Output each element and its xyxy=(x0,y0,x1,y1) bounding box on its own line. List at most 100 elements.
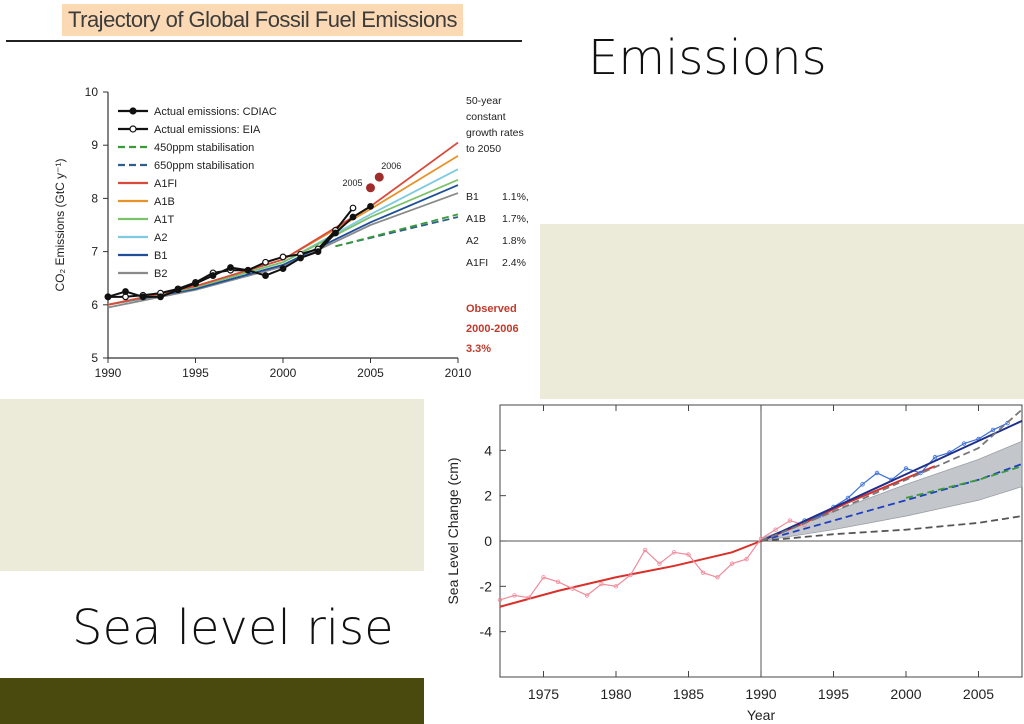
emissions-data-point xyxy=(192,280,199,287)
emissions-legend-marker xyxy=(129,125,137,133)
sea-level-x-tick-label: 1975 xyxy=(528,686,559,702)
emissions-observed-note: 3.3% xyxy=(466,343,491,355)
emissions-data-point xyxy=(244,266,252,274)
emissions-side-note: constant xyxy=(466,111,506,123)
sea-level-x-tick-label: 2000 xyxy=(890,686,921,702)
emissions-data-point xyxy=(157,293,164,301)
emissions-data-point xyxy=(314,248,322,256)
sea-level-x-tick-label: 2005 xyxy=(963,686,994,702)
emissions-y-axis-label: CO₂ Emissions (GtC y⁻¹) xyxy=(53,159,67,292)
sea-level-x-tick-label: 1990 xyxy=(745,686,776,702)
emissions-data-point xyxy=(174,286,182,294)
sea-level-data-point xyxy=(990,427,996,433)
sea-level-data-point xyxy=(874,470,880,476)
sea-level-data-point xyxy=(657,561,662,566)
emissions-chart-title: Trajectory of Global Fossil Fuel Emissio… xyxy=(62,4,463,36)
emissions-data-point xyxy=(297,254,304,262)
emissions-x-tick-label: 2010 xyxy=(445,366,472,380)
emissions-data-point xyxy=(227,264,234,271)
emissions-data-point xyxy=(262,272,269,279)
emissions-rate-value: 2.4% xyxy=(502,257,526,269)
emissions-legend-label: 450ppm stabilisation xyxy=(154,142,254,154)
emissions-y-tick-label: 10 xyxy=(85,85,99,99)
emissions-series-line-actual-emissions-cdiac xyxy=(107,205,372,298)
sea-level-data-point xyxy=(700,570,706,575)
emissions-observed-note: 2000-2006 xyxy=(466,323,519,335)
sea-level-series-line xyxy=(760,515,1023,542)
heading-sea-level: Sea level rise xyxy=(72,600,394,656)
emissions-data-point xyxy=(262,258,269,266)
sea-level-series-line xyxy=(905,465,1023,499)
emissions-legend-label: A1B xyxy=(154,196,175,208)
sea-level-data-point xyxy=(570,586,575,591)
emissions-observed-point-label: 2005 xyxy=(343,178,363,188)
sea-level-uncertainty-band xyxy=(760,440,1023,542)
emissions-legend: Actual emissions: CDIAC Actual emissions:… xyxy=(118,106,277,280)
emissions-plot-area: 5 6 7 8 9 10 1990 1995 2000 2005 2010 CO₂ Emissions… xyxy=(53,85,472,380)
emissions-data-point xyxy=(367,202,374,210)
emissions-legend-label: A1T xyxy=(154,214,174,226)
sea-level-series-line xyxy=(804,422,1008,522)
sea-level-chart: -4 -2 0 2 4 1975 1980 1985 1990 1995 2000 2005 Year S… xyxy=(424,399,1024,724)
sea-level-y-tick-label: 4 xyxy=(484,442,492,458)
emissions-data-point xyxy=(279,265,287,273)
emissions-series-line-450ppm-stabilisation xyxy=(335,213,459,248)
sea-level-data-point xyxy=(845,495,851,501)
emissions-legend-label: A2 xyxy=(154,232,167,244)
sea-level-y-tick-label: 2 xyxy=(484,488,492,504)
emissions-data-point xyxy=(279,253,287,261)
sea-level-data-point xyxy=(961,441,967,446)
sea-level-plot-area: -4 -2 0 2 4 1975 1980 1985 1990 1995 2000 2005 Year S… xyxy=(445,404,1023,723)
emissions-data-point xyxy=(122,288,129,295)
sea-level-data-point xyxy=(787,518,793,523)
emissions-legend-label: A1FI xyxy=(154,178,177,190)
sea-level-data-point xyxy=(744,556,749,562)
sea-level-data-point xyxy=(686,552,691,557)
emissions-x-tick-label: 1990 xyxy=(95,366,122,380)
emissions-y-tick-label: 8 xyxy=(91,191,98,205)
sea-level-series-line xyxy=(499,519,805,601)
heading-emissions: Emissions xyxy=(588,30,827,86)
sea-level-series-line xyxy=(760,408,1023,542)
emissions-rate-value: 1.8% xyxy=(502,235,526,247)
sea-level-data-point xyxy=(497,597,503,603)
background-band-bottom xyxy=(0,678,424,724)
emissions-data-point xyxy=(349,204,357,212)
sea-level-x-tick-label: 1985 xyxy=(673,686,704,702)
emissions-x-tick-label: 1995 xyxy=(182,366,209,380)
sea-level-series-line xyxy=(760,419,1023,542)
emissions-data-point xyxy=(104,293,112,301)
emissions-legend-label: Actual emissions: EIA xyxy=(154,124,261,136)
emissions-chart: 5 6 7 8 9 10 1990 1995 2000 2005 2010 CO₂ Emissions… xyxy=(53,85,529,380)
sea-level-data-point xyxy=(526,595,532,600)
sea-level-data-point xyxy=(628,572,633,578)
emissions-legend-label: 650ppm stabilisation xyxy=(154,160,254,172)
emissions-rate-value: 1.1%, xyxy=(502,191,529,203)
emissions-rate-value: 1.7%, xyxy=(502,213,529,225)
sea-level-series-line xyxy=(499,465,936,608)
emissions-data-point xyxy=(349,213,357,221)
sea-level-y-tick-label: -4 xyxy=(480,624,493,640)
emissions-y-tick-label: 6 xyxy=(91,298,98,312)
sea-level-data-point xyxy=(555,579,561,584)
emissions-rate-scenario: B1 xyxy=(466,191,479,203)
emissions-y-tick-label: 9 xyxy=(91,138,98,152)
emissions-observed-point xyxy=(366,183,375,193)
emissions-legend-label: B2 xyxy=(154,268,167,280)
sea-level-data-point xyxy=(541,575,546,580)
title-divider xyxy=(6,40,522,42)
sea-level-data-point xyxy=(599,581,604,587)
background-band-middle xyxy=(0,399,424,571)
sea-level-data-point xyxy=(512,593,517,598)
sea-level-x-axis-label: Year xyxy=(747,707,776,723)
sea-level-data-point xyxy=(715,575,720,580)
emissions-y-tick-label: 7 xyxy=(91,245,98,259)
emissions-legend-label: Actual emissions: CDIAC xyxy=(154,106,277,118)
sea-level-y-axis-label: Sea Level Change (cm) xyxy=(445,457,461,604)
sea-level-data-point xyxy=(671,550,677,555)
sea-level-data-point xyxy=(932,454,938,460)
emissions-legend-marker xyxy=(129,107,137,115)
background-band-upper xyxy=(540,224,1024,399)
emissions-data-point xyxy=(332,229,339,237)
emissions-observed-point-label: 2006 xyxy=(381,161,401,171)
